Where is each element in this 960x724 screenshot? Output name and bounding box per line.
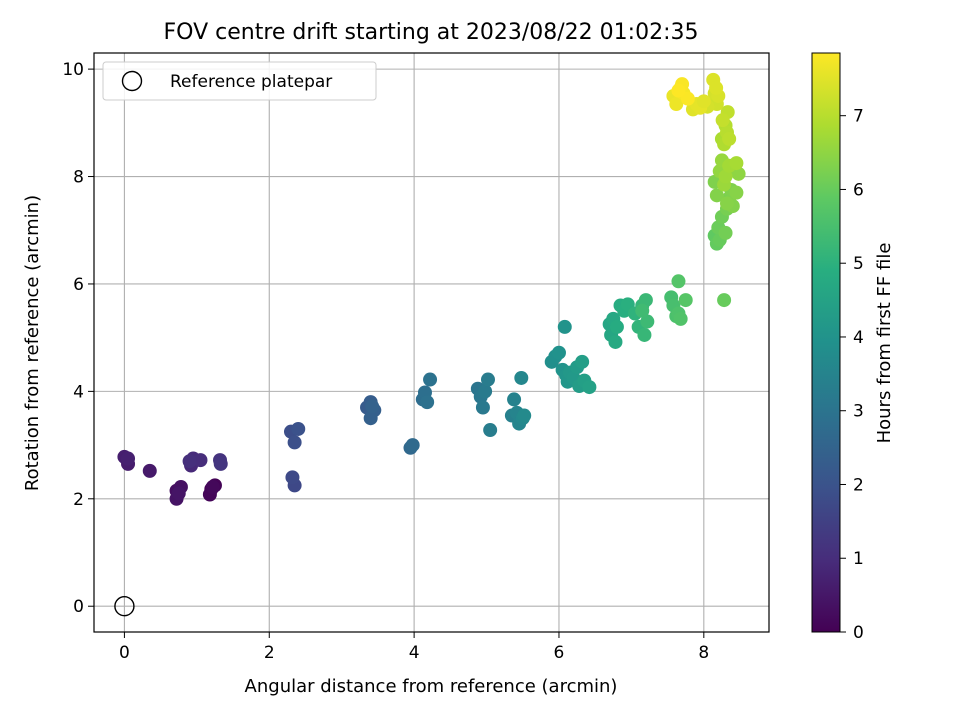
- colorbar-ticks: 0 1 2 3 4 5 6 7: [840, 107, 864, 643]
- scatter-point: [718, 169, 733, 184]
- scatter-point: [669, 97, 684, 112]
- legend-label: Reference platepar: [170, 72, 332, 92]
- x-axis-label: Angular distance from reference (arcmin): [245, 676, 618, 697]
- scatter-point: [483, 423, 498, 438]
- scatter-point: [193, 453, 208, 468]
- scatter-point: [420, 395, 435, 410]
- grid: [94, 53, 769, 632]
- data-points: [114, 72, 746, 617]
- scatter-point: [671, 83, 686, 98]
- scatter-point: [171, 486, 186, 501]
- plot-frame: [93, 52, 770, 633]
- scatter-point: [635, 303, 650, 318]
- colorbar-tick-label: 7: [853, 107, 864, 127]
- x-tick-label: 0: [119, 643, 130, 663]
- scatter-point: [609, 319, 624, 334]
- scatter-point: [213, 456, 228, 471]
- scatter-point: [680, 91, 695, 106]
- y-tick-label: 10: [62, 60, 84, 80]
- colorbar-tick-label: 1: [853, 549, 864, 569]
- legend-frame: [102, 61, 377, 101]
- y-tick-label: 4: [73, 382, 84, 402]
- y-tick-label: 0: [73, 597, 84, 617]
- x-tick-label: 2: [264, 643, 275, 663]
- x-tick-label: 6: [554, 643, 565, 663]
- colorbar-label: Hours from first FF file: [874, 243, 895, 444]
- colorbar-tick-label: 0: [853, 623, 864, 643]
- scatter-point: [478, 384, 493, 399]
- scatter-point: [205, 479, 220, 494]
- scatter-point: [405, 438, 420, 453]
- scatter-point: [517, 408, 532, 423]
- colorbar: 0 1 2 3 4 5 6 7 Hours from first FF file: [811, 52, 895, 643]
- colorbar-gradient: [811, 52, 841, 633]
- scatter-point: [608, 334, 623, 349]
- scatter-point: [287, 435, 302, 450]
- x-tick-label: 4: [409, 643, 420, 663]
- scatter-point: [729, 156, 744, 171]
- scatter-point: [719, 196, 734, 211]
- scatter-point: [638, 293, 653, 308]
- colorbar-tick-label: 3: [853, 402, 864, 422]
- scatter-point: [365, 399, 380, 414]
- scatter-point: [423, 372, 438, 387]
- y-tick-label: 2: [73, 490, 84, 510]
- scatter-point: [637, 327, 652, 342]
- reference-platepar-marker: [114, 596, 135, 617]
- scatter-point: [582, 380, 597, 395]
- scatter-point: [678, 293, 693, 308]
- scatter-point: [709, 80, 724, 95]
- scatter-point: [717, 293, 732, 308]
- scatter-point: [671, 274, 686, 289]
- scatter-point: [291, 421, 306, 436]
- y-tick-label: 6: [73, 275, 84, 295]
- colorbar-tick-label: 5: [853, 254, 864, 274]
- scatter-point: [121, 451, 136, 466]
- y-tick-label: 8: [73, 168, 84, 188]
- scatter-point: [709, 188, 724, 203]
- scatter-point: [557, 319, 572, 334]
- y-axis-label: Rotation from reference (arcmin): [22, 195, 43, 491]
- scatter-point: [285, 470, 300, 485]
- colorbar-tick-label: 2: [853, 475, 864, 495]
- legend-marker: [121, 70, 143, 92]
- y-axis-ticks: 0 2 4 6 8 10: [62, 60, 94, 617]
- scatter-point: [715, 113, 730, 128]
- scatter-point: [718, 225, 733, 240]
- scatter-point: [475, 400, 490, 415]
- chart-title: FOV centre drift starting at 2023/08/22 …: [164, 20, 699, 45]
- scatter-point: [729, 185, 744, 200]
- scatter-point: [696, 94, 711, 109]
- colorbar-tick-label: 6: [853, 180, 864, 200]
- scatter-point: [551, 345, 566, 360]
- scatter-point: [142, 463, 157, 478]
- legend: Reference platepar: [102, 61, 377, 101]
- scatter-point: [640, 314, 655, 329]
- scatter-point: [575, 354, 590, 369]
- scatter-point: [731, 166, 746, 181]
- scatter-point: [514, 370, 529, 385]
- x-tick-label: 8: [698, 643, 709, 663]
- scatter-point: [673, 311, 688, 326]
- colorbar-tick-label: 4: [853, 328, 864, 348]
- x-axis-ticks: 0 2 4 6 8: [119, 632, 709, 663]
- scatter-point: [507, 392, 522, 407]
- scatter-point: [182, 454, 197, 469]
- scatter-point: [722, 131, 737, 146]
- scatter-point: [363, 411, 378, 426]
- scatter-point: [480, 372, 495, 387]
